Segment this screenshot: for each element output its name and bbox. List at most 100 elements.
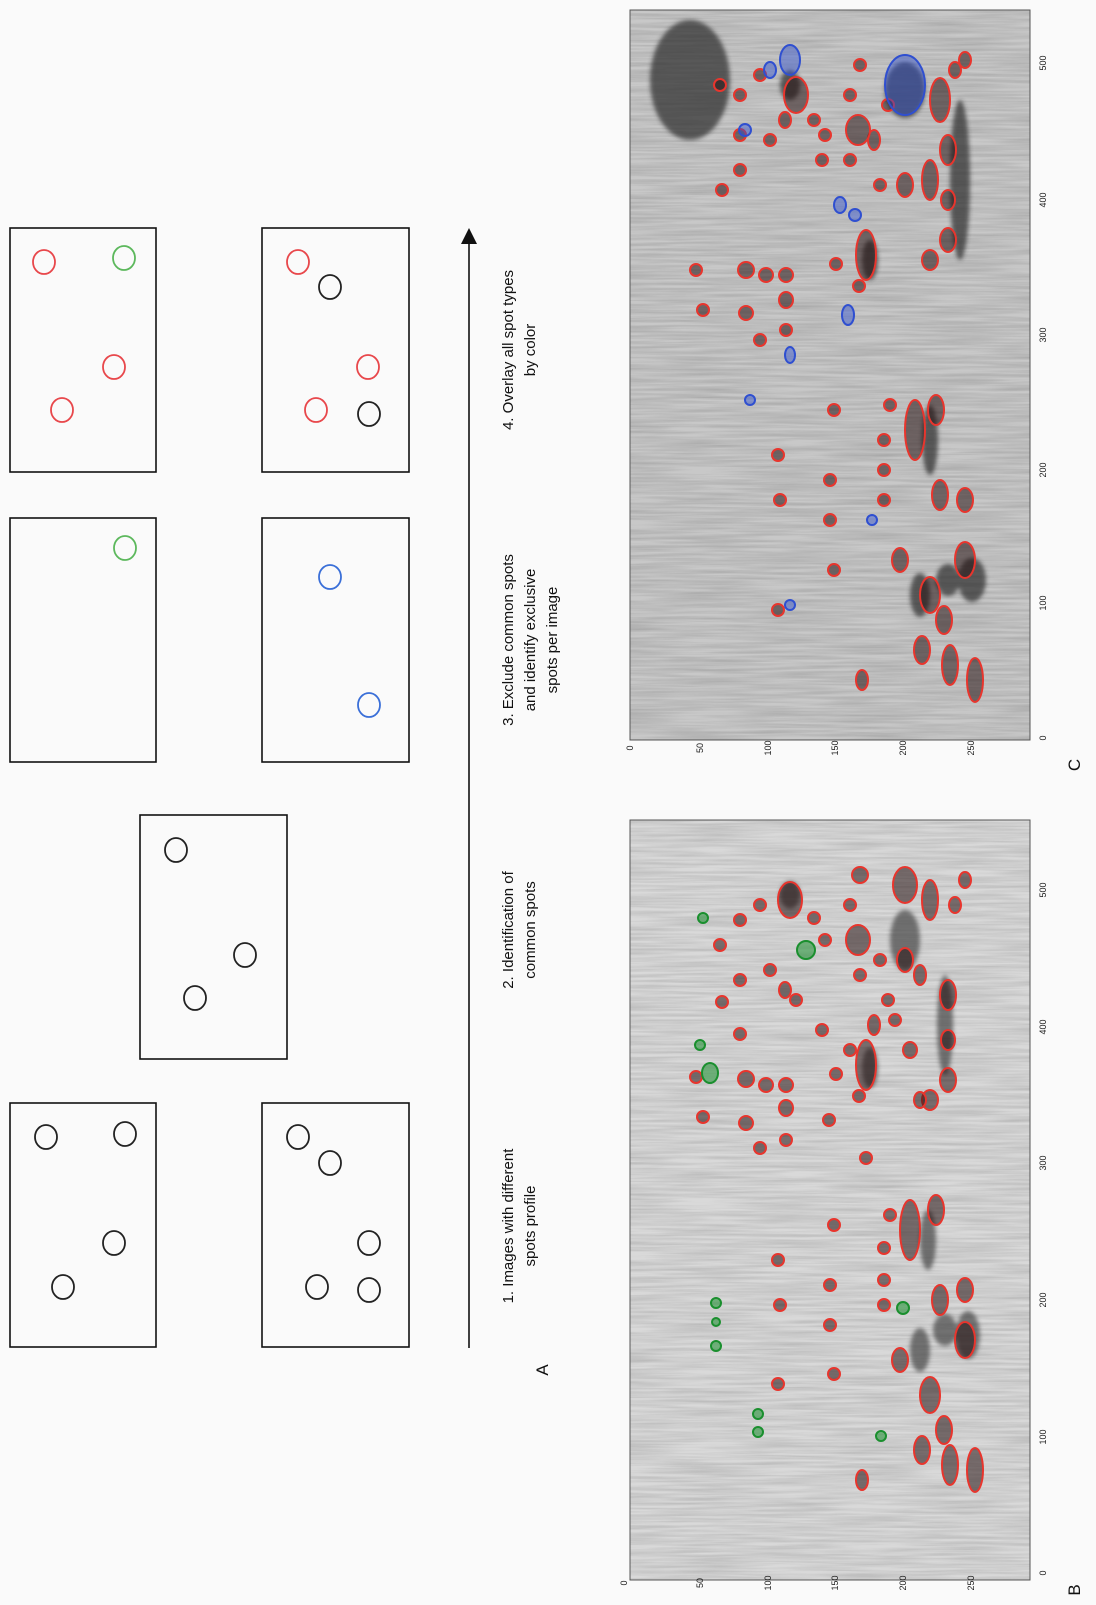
gel-spot-outline (902, 1041, 918, 1059)
step4-caption-line1: 4. Overlay all spot types (500, 270, 517, 430)
tick-label: 500 (1038, 882, 1048, 897)
gel-spot-outline (921, 879, 939, 921)
gel-spot-outline (855, 1469, 869, 1491)
gel-spot-outline (733, 88, 747, 102)
gel-spot-outline (921, 249, 939, 271)
gel-spot-outline (701, 1062, 719, 1084)
tick-label: 300 (1038, 1155, 1048, 1170)
gel-spot-outline (939, 227, 957, 253)
gel-spot-outline (738, 305, 754, 321)
gel-spot-outline (713, 78, 727, 92)
gel-spot-outline (939, 134, 957, 166)
gel-spot-outline (818, 933, 832, 947)
step4-overlay-image-top (9, 227, 157, 473)
gel-spot-outline (829, 257, 843, 271)
tick-label: 50 (695, 1578, 705, 1588)
spot-circle-exclusive-blue (318, 564, 342, 590)
gel-spot-outline (888, 1013, 902, 1027)
gel-spot-outline (796, 940, 816, 960)
gel-spot-outline (877, 1241, 891, 1255)
gel-spot-outline (778, 291, 794, 309)
spot-circle-exclusive-green (113, 535, 137, 561)
step2-caption: 2. Identification of common spots (500, 870, 539, 988)
spot-circle-exclusive-green (112, 245, 136, 271)
gel-spot-outline (954, 1321, 976, 1359)
gel-spot-outline (956, 487, 974, 513)
tick-label: 100 (763, 1575, 773, 1590)
step3-caption-line2: and identify exclusive (522, 569, 539, 712)
gel-spot-outline (778, 267, 794, 283)
gel-spot-outline (954, 541, 976, 579)
step2-common-spots (164, 837, 257, 1011)
tick-label: 200 (1038, 462, 1048, 477)
step4-overlay-bottom-spots (286, 249, 381, 427)
spot-circle-exclusive-neutral (318, 274, 342, 300)
tick-label: 150 (830, 740, 840, 755)
gel-spot-outline (877, 1273, 891, 1287)
gel-spot-outline (710, 1340, 722, 1352)
tick-label: 150 (830, 1575, 840, 1590)
gel-spot-outline (892, 866, 918, 904)
tick-label: 100 (1038, 1429, 1048, 1444)
tick-label: 250 (966, 1575, 976, 1590)
spot-circle-common (304, 397, 328, 423)
gel-spot-outline (823, 473, 837, 487)
step4-caption-line2: by color (522, 324, 539, 377)
gel-spot-outline (935, 605, 953, 635)
panel-label-c: C (1065, 759, 1084, 771)
gel-spot-outline (697, 912, 709, 924)
axis-horizontal-c: 0 100 200 300 400 500 (1038, 55, 1048, 740)
gel-spot-outline (855, 669, 869, 691)
gel-spot-outline (899, 1199, 921, 1261)
gel-spot-outline (715, 183, 729, 197)
gel-spot-outline (940, 189, 956, 211)
gel-spot-outline (931, 1284, 949, 1316)
spot-circle (318, 1150, 342, 1176)
gel-spot-outline (738, 1115, 754, 1131)
gel-spot-outline (763, 133, 777, 147)
gel-spot-outline (966, 1447, 984, 1493)
spot-circle-common (102, 354, 126, 380)
step4-overlay-top-spots (32, 245, 136, 423)
gel-spot-outline (771, 1253, 785, 1267)
gel-spot-outline (931, 479, 949, 511)
tick-label: 0 (1038, 1570, 1048, 1575)
step1-image-bottom (261, 1102, 410, 1348)
tick-label: 0 (1038, 735, 1048, 740)
step2-caption-line2: common spots (522, 881, 539, 979)
gel-spot-outline (843, 153, 857, 167)
panel-label-b: B (1065, 1584, 1084, 1595)
gel-spot-outline (883, 1208, 897, 1222)
spot-circle (102, 1230, 126, 1256)
gel-spot-outlines-c (689, 44, 984, 703)
spot-circle (357, 1230, 381, 1256)
panel-label-a: A (533, 1364, 552, 1376)
gel-spot-outline (771, 1377, 785, 1391)
gel-spot-outline (753, 1141, 767, 1155)
gel-spot-outline (737, 261, 755, 279)
gel-spot-outline (763, 61, 777, 79)
spot-circle-common (32, 249, 56, 275)
gel-spot-outline (877, 433, 891, 447)
spot-circle (357, 1277, 381, 1303)
gel-spot-outline (913, 964, 927, 986)
gel-spot-outline (773, 1298, 787, 1312)
gel-spot-outline (891, 547, 909, 573)
step1-image-top (9, 1102, 157, 1348)
gel-spot-outline (904, 399, 926, 461)
spot-circle (233, 942, 257, 968)
gel-spot-outline (827, 1367, 841, 1381)
gel-spot-outline (927, 394, 945, 426)
gel-spot-outline (841, 304, 855, 326)
tick-label: 300 (1038, 327, 1048, 342)
gel-spot-outline (779, 1133, 793, 1147)
step3-caption: 3. Exclude common spots and identify exc… (500, 554, 561, 726)
gel-spot-outline (883, 398, 897, 412)
spot-circle-exclusive-blue (357, 692, 381, 718)
gel-spot-outline (733, 163, 747, 177)
gel-spot-outline (737, 1070, 755, 1088)
gel-spot-outline (852, 279, 866, 293)
gel-spot-outline (853, 58, 867, 72)
gel-spot-outline (807, 113, 821, 127)
gel-spot-outline (771, 448, 785, 462)
